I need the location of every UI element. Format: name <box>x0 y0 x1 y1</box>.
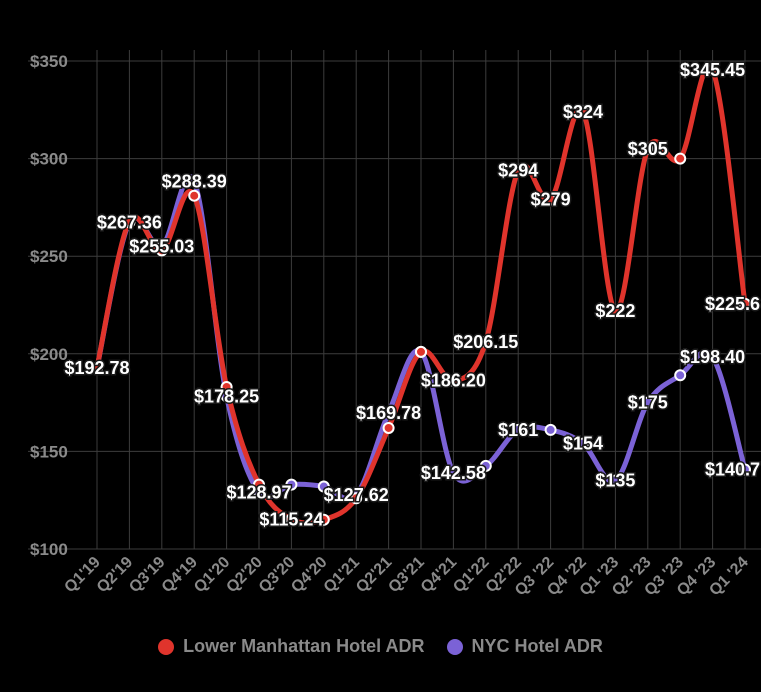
legend-item-nyc[interactable]: NYC Hotel ADR <box>446 636 603 657</box>
legend-swatch-lower-manhattan <box>158 638 175 655</box>
y-axis-ticks: $100 $150 $200 $250 $300 $350 <box>30 52 68 559</box>
data-label-1: $178.25 <box>194 386 259 406</box>
data-label-0: $305 <box>628 139 668 159</box>
data-point-1[interactable] <box>188 175 201 188</box>
data-point-1[interactable] <box>739 463 751 476</box>
data-point-0[interactable] <box>641 142 654 155</box>
data-point-1[interactable] <box>641 396 654 409</box>
data-label-1: $135 <box>595 471 635 491</box>
x-tick-label: Q4'19 <box>159 554 201 596</box>
x-tick-label: Q2'21 <box>353 554 395 596</box>
data-label-0: $345.45 <box>680 60 745 80</box>
series-points <box>91 63 751 526</box>
data-label-1: $142.58 <box>421 463 486 483</box>
x-tick-label: Q1'20 <box>191 554 233 596</box>
data-label-0: $294 <box>498 160 538 180</box>
data-point-0[interactable] <box>512 164 525 177</box>
data-labels: $115.24 $186.20 $206.15 $294 $279 $324 $222 $30… <box>63 58 761 530</box>
y-tick-label: $300 <box>30 150 68 169</box>
data-label-1: $198.40 <box>680 347 745 367</box>
x-tick-label: Q4'20 <box>288 554 330 596</box>
data-point-1[interactable] <box>317 480 330 493</box>
y-tick-label: $250 <box>30 247 68 266</box>
data-point-0[interactable] <box>285 513 298 526</box>
data-label-1: $128.97 <box>226 482 291 502</box>
legend-label-nyc: NYC Hotel ADR <box>471 636 603 656</box>
data-label-0: $115.24 <box>259 509 323 529</box>
data-label-1: $154 <box>563 434 603 454</box>
data-label-0: $225.6 <box>705 294 760 314</box>
data-label-1: $255.03 <box>129 236 194 256</box>
x-tick-label: Q1'19 <box>61 554 103 596</box>
data-point-0[interactable] <box>674 152 687 165</box>
data-point-0[interactable] <box>382 421 395 434</box>
legend: Lower Manhattan Hotel ADR NYC Hotel ADR <box>0 636 761 657</box>
data-point-0[interactable] <box>447 374 460 387</box>
grid-lines <box>28 50 761 550</box>
data-point-0[interactable] <box>577 105 589 118</box>
data-label-1: $169.78 <box>356 403 421 423</box>
data-point-0[interactable] <box>91 361 103 374</box>
data-point-0[interactable] <box>220 380 233 393</box>
data-point-1[interactable] <box>609 474 622 487</box>
legend-swatch-nyc <box>446 638 463 655</box>
x-tick-label: Q1'21 <box>321 554 363 596</box>
x-tick-label: Q3'20 <box>256 554 298 596</box>
x-tick-label: Q3'21 <box>385 554 427 596</box>
data-label-0: $324 <box>563 102 603 122</box>
data-point-0[interactable] <box>123 215 136 228</box>
x-tick-label: Q4'21 <box>418 554 460 596</box>
data-point-1[interactable] <box>447 466 460 479</box>
data-point-0[interactable] <box>188 189 201 202</box>
data-label-0: $186.20 <box>421 371 486 391</box>
x-tick-label: Q3'19 <box>126 554 168 596</box>
data-label-1: $127.62 <box>324 485 389 505</box>
data-point-0[interactable] <box>415 345 427 358</box>
x-axis-ticks: Q1'19Q2'19Q3'19Q4'19Q1'20Q2'20Q3'20Q4'20… <box>61 554 751 600</box>
data-point-0[interactable] <box>155 244 168 257</box>
data-label-1: $192.78 <box>64 358 129 378</box>
legend-label-lower-manhattan: Lower Manhattan Hotel ADR <box>183 636 425 656</box>
data-point-0[interactable] <box>317 513 330 526</box>
data-label-1: $161 <box>498 420 538 440</box>
data-label-0: $222 <box>595 301 635 321</box>
data-point-1[interactable] <box>382 406 395 419</box>
data-point-1[interactable] <box>285 478 298 491</box>
x-tick-label: Q2'20 <box>223 554 265 596</box>
data-point-1[interactable] <box>544 423 557 436</box>
data-label-1: $175 <box>628 393 668 413</box>
y-tick-label: $150 <box>30 442 68 461</box>
data-point-0[interactable] <box>479 335 492 348</box>
data-label-1: $288.39 <box>162 171 227 191</box>
data-point-1[interactable] <box>674 369 687 382</box>
data-label-1: $140.7 <box>705 460 760 480</box>
data-point-0[interactable] <box>739 297 751 310</box>
y-tick-label: $200 <box>30 345 68 364</box>
data-label-1: $267.36 <box>97 212 162 232</box>
data-point-1[interactable] <box>479 459 492 472</box>
data-label-0: $206.15 <box>453 332 518 352</box>
data-point-1[interactable] <box>577 437 589 450</box>
data-point-0[interactable] <box>706 63 719 76</box>
data-point-0[interactable] <box>544 193 557 206</box>
y-tick-label: $350 <box>30 52 68 71</box>
x-tick-label: Q1'22 <box>450 554 492 596</box>
y-tick-label: $100 <box>30 540 68 559</box>
data-label-0: $279 <box>531 190 571 210</box>
x-tick-label: Q2'19 <box>94 554 136 596</box>
legend-item-lower-manhattan[interactable]: Lower Manhattan Hotel ADR <box>158 636 425 657</box>
data-point-1[interactable] <box>512 423 525 436</box>
data-point-0[interactable] <box>609 304 622 317</box>
data-point-0[interactable] <box>253 478 265 491</box>
data-point-1[interactable] <box>706 350 719 363</box>
data-point-0[interactable] <box>350 492 363 505</box>
